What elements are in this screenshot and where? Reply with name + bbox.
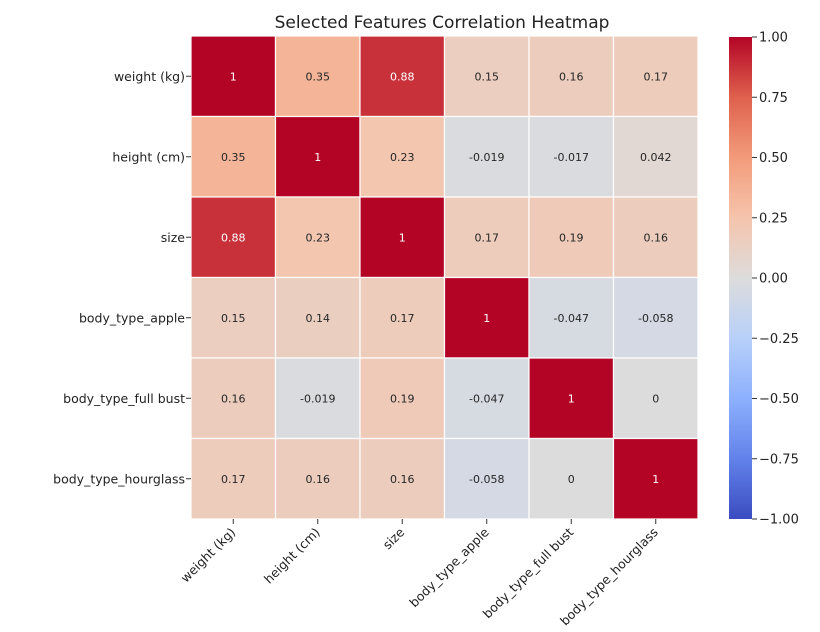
cell-annotation: 0.17 — [644, 70, 669, 83]
cell-annotation: 0.35 — [221, 151, 246, 164]
heatmap-cell — [528, 357, 615, 440]
heatmap-cell — [443, 115, 530, 198]
heatmap-cell — [359, 35, 446, 118]
cell-annotation: 0.14 — [306, 312, 331, 325]
colorbar-tick-label: −1.00 — [759, 513, 799, 528]
cell-annotation: 0.15 — [475, 70, 500, 83]
cell-annotation: 0.15 — [221, 312, 246, 325]
cell-annotation: -0.058 — [638, 312, 673, 325]
cell-annotation: 0.16 — [644, 231, 669, 244]
cell-annotation: 0.35 — [306, 70, 331, 83]
x-tick-label: body_type_apple — [406, 524, 492, 610]
cell-annotation: 0.17 — [475, 231, 500, 244]
cell-annotations: 1 0.35 0.88 0.15 0.16 0.17 0.35 1 0.23 -0.019 -0.0… — [221, 70, 673, 486]
colorbar-tick-label: 0.75 — [759, 91, 788, 106]
heatmap-cells — [190, 35, 699, 520]
heatmap-cell — [274, 196, 361, 279]
cell-annotation: 0.19 — [390, 392, 415, 405]
y-tick-label: height (cm) — [112, 149, 185, 164]
cell-annotation: 0.042 — [640, 151, 672, 164]
cell-annotation: 0.17 — [390, 312, 415, 325]
heatmap-cell — [612, 357, 699, 440]
cell-annotation: 0.19 — [559, 231, 584, 244]
heatmap-cell — [190, 276, 277, 359]
heatmap-cell — [528, 276, 615, 359]
colorbar-ticks: 1.00 0.75 0.50 0.25 0.00 −0.25 −0.50 −0.75 −1.00 — [752, 31, 799, 528]
colorbar-tick-label: 0.25 — [759, 211, 788, 226]
cell-annotation: -0.019 — [300, 392, 335, 405]
x-tick-label: height (cm) — [261, 525, 323, 587]
chart-title: Selected Features Correlation Heatmap — [275, 13, 610, 33]
cell-annotation: 1 — [652, 473, 659, 486]
heatmap-cell — [612, 115, 699, 198]
colorbar-tick-label: −0.50 — [759, 392, 799, 407]
colorbar-tick-label: 0.50 — [759, 151, 788, 166]
cell-annotation: 0.17 — [221, 473, 246, 486]
cell-annotation: -0.047 — [469, 392, 504, 405]
heatmap-cell — [190, 357, 277, 440]
heatmap-cell — [274, 115, 361, 198]
heatmap-cell — [612, 276, 699, 359]
cell-annotation: 1 — [230, 70, 237, 83]
cell-annotation: 0.16 — [390, 473, 415, 486]
cell-annotation: 0.23 — [390, 151, 415, 164]
y-tick-label: body_type_full bust — [63, 391, 185, 406]
cell-annotation: 0.88 — [221, 231, 246, 244]
heatmap-cell — [274, 35, 361, 118]
heatmap-cell — [528, 196, 615, 279]
cell-annotation: 0 — [652, 392, 659, 405]
cell-annotation: -0.019 — [469, 151, 504, 164]
colorbar — [729, 37, 752, 519]
cell-annotation: 1 — [483, 312, 490, 325]
heatmap-cell — [612, 437, 699, 520]
cell-annotation: 0.88 — [390, 70, 415, 83]
cell-annotation: 1 — [399, 231, 406, 244]
y-tick-label: weight (kg) — [114, 69, 185, 84]
x-tick-label: body_type_full bust — [480, 524, 577, 621]
cell-annotation: 1 — [314, 151, 321, 164]
x-tick-label: weight (kg) — [178, 525, 239, 586]
y-axis-ticks: weight (kg) height (cm) size body_type_appl… — [53, 69, 191, 486]
heatmap-cell — [359, 357, 446, 440]
cell-annotation: 0.16 — [559, 70, 584, 83]
colorbar-tick-label: 1.00 — [759, 31, 788, 46]
heatmap-cell — [274, 276, 361, 359]
heatmap-cell — [359, 276, 446, 359]
cell-annotation: 0.23 — [306, 231, 331, 244]
cell-annotation: -0.047 — [554, 312, 589, 325]
cell-annotation: 0.16 — [306, 473, 331, 486]
colorbar-tick-label: −0.75 — [759, 452, 799, 467]
heatmap-cell — [443, 196, 530, 279]
y-tick-label: size — [161, 230, 186, 245]
cell-annotation: -0.058 — [469, 473, 504, 486]
y-tick-label: body_type_hourglass — [53, 471, 185, 486]
cell-annotation: 0 — [568, 473, 575, 486]
x-axis-ticks: weight (kg) height (cm) sizebody_type_appl… — [178, 519, 661, 628]
heatmap-cell — [190, 437, 277, 520]
heatmap-cell — [612, 196, 699, 279]
heatmap-cell — [443, 357, 530, 440]
y-tick-label: body_type_apple — [79, 310, 185, 325]
heatmap-cell — [190, 35, 277, 118]
colorbar-tick-label: −0.25 — [759, 332, 799, 347]
cell-annotation: 0.16 — [221, 392, 246, 405]
colorbar-tick-label: 0.00 — [759, 272, 788, 287]
cell-annotation: 1 — [568, 392, 575, 405]
cell-annotation: -0.017 — [554, 151, 589, 164]
heatmap-cell — [612, 35, 699, 118]
x-tick-label: size — [380, 524, 408, 552]
x-tick-label: body_type_hourglass — [557, 525, 661, 629]
heatmap-cell — [443, 35, 530, 118]
heatmap-cell — [443, 276, 530, 359]
